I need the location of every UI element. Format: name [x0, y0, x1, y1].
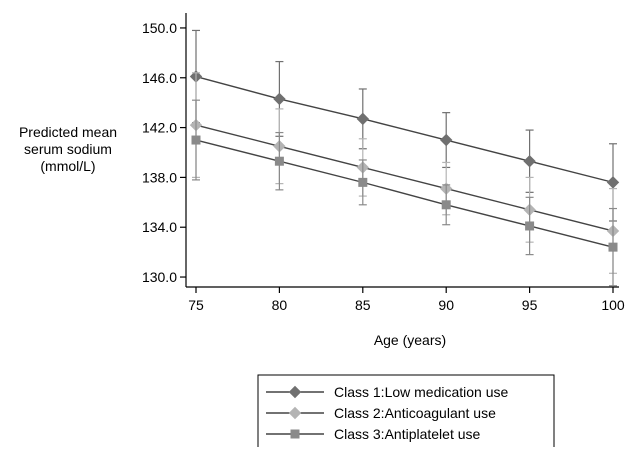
legend-marker [290, 429, 300, 439]
legend: Class 1:Low medication use Class 2:Antico… [257, 374, 555, 452]
x-tick-label: 95 [522, 297, 538, 313]
data-point [523, 155, 536, 168]
legend-marker [288, 385, 302, 399]
data-point [273, 92, 286, 106]
y-tick-label: 150.0 [142, 20, 177, 36]
axes: 130.0 134.0 138.0 142.0 146.0 150.0 75 80 85 90 95… [142, 13, 625, 313]
x-axis-label: Age (years) [374, 332, 446, 348]
legend-label: Class 2:Anticoagulant use [334, 405, 496, 421]
series-line [195, 139, 614, 248]
series-line [195, 75, 614, 184]
series-1 [189, 29, 620, 222]
data-point [606, 176, 620, 189]
x-tick-label: 80 [272, 297, 288, 313]
y-tick-label: 146.0 [142, 70, 177, 86]
data-point [439, 133, 453, 147]
y-tick-label: 130.0 [142, 269, 177, 285]
data-point [274, 156, 284, 166]
x-tick-label: 85 [355, 297, 371, 313]
y-tick-label: 138.0 [142, 169, 177, 185]
series-line [195, 124, 614, 232]
x-tick-label: 90 [438, 297, 454, 313]
data-point [608, 242, 618, 252]
y-tick-label: 134.0 [142, 219, 177, 235]
series-group [189, 29, 620, 287]
data-point [356, 112, 370, 126]
data-point [525, 221, 535, 231]
legend-label: Class 3:Antiplatelet use [334, 426, 481, 442]
series-3 [191, 99, 618, 287]
y-axis-label-line-2: serum sodium [24, 141, 112, 157]
data-point [191, 135, 201, 145]
y-axis-label-line-3: (mmol/L) [40, 158, 95, 174]
y-axis-label-line-1: Predicted mean [19, 124, 117, 140]
data-point [358, 177, 368, 187]
legend-marker [288, 406, 302, 420]
x-tick-label: 75 [188, 297, 204, 313]
data-point [441, 200, 451, 210]
y-tick-label: 142.0 [142, 120, 177, 136]
series-2 [189, 72, 620, 274]
legend-label: Class 1:Low medication use [334, 384, 509, 400]
x-tick-label: 100 [601, 297, 625, 313]
